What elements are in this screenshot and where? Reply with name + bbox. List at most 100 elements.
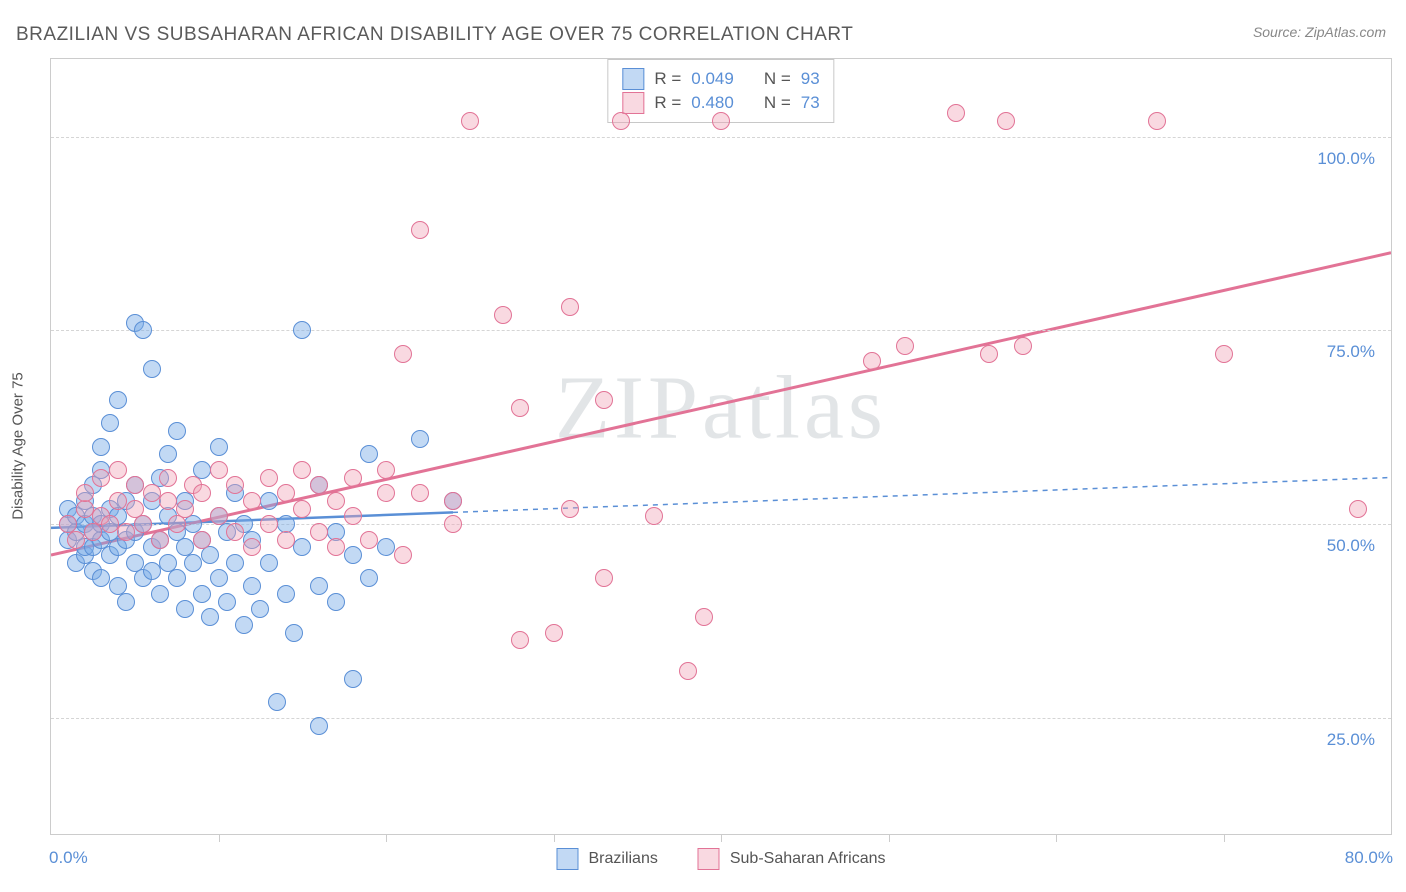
data-point bbox=[151, 585, 169, 603]
data-point bbox=[67, 531, 85, 549]
legend-series-label: Brazilians bbox=[588, 850, 657, 868]
data-point bbox=[126, 476, 144, 494]
data-point bbox=[695, 608, 713, 626]
data-point bbox=[645, 507, 663, 525]
data-point bbox=[143, 562, 161, 580]
x-tick-label: 80.0% bbox=[1345, 848, 1393, 868]
data-point bbox=[143, 484, 161, 502]
data-point bbox=[243, 492, 261, 510]
data-point bbox=[260, 492, 278, 510]
data-point bbox=[143, 360, 161, 378]
data-point bbox=[210, 461, 228, 479]
data-point bbox=[176, 600, 194, 618]
y-tick-label: 100.0% bbox=[1317, 149, 1375, 169]
n-value: 93 bbox=[801, 69, 820, 89]
data-point bbox=[344, 546, 362, 564]
legend-swatch bbox=[622, 68, 644, 90]
data-point bbox=[159, 445, 177, 463]
x-tick bbox=[219, 834, 220, 842]
data-point bbox=[310, 476, 328, 494]
gridline bbox=[51, 137, 1391, 138]
data-point bbox=[201, 608, 219, 626]
data-point bbox=[344, 469, 362, 487]
data-point bbox=[210, 569, 228, 587]
y-axis-label: Disability Age Over 75 bbox=[10, 372, 27, 520]
x-tick bbox=[1224, 834, 1225, 842]
x-tick bbox=[554, 834, 555, 842]
data-point bbox=[595, 391, 613, 409]
legend-series-item: Brazilians bbox=[556, 848, 657, 870]
gridline bbox=[51, 330, 1391, 331]
data-point bbox=[76, 500, 94, 518]
data-point bbox=[411, 430, 429, 448]
data-point bbox=[394, 546, 412, 564]
legend-stat-row: R =0.480N =73 bbox=[622, 92, 819, 114]
data-point bbox=[344, 507, 362, 525]
data-point bbox=[1014, 337, 1032, 355]
data-point bbox=[712, 112, 730, 130]
data-point bbox=[92, 569, 110, 587]
data-point bbox=[76, 484, 94, 502]
legend-swatch bbox=[556, 848, 578, 870]
legend-swatch bbox=[698, 848, 720, 870]
data-point bbox=[377, 461, 395, 479]
data-point bbox=[360, 569, 378, 587]
data-point bbox=[612, 112, 630, 130]
data-point bbox=[176, 500, 194, 518]
data-point bbox=[411, 221, 429, 239]
n-label: N = bbox=[764, 93, 791, 113]
data-point bbox=[494, 306, 512, 324]
data-point bbox=[679, 662, 697, 680]
data-point bbox=[235, 616, 253, 634]
data-point bbox=[251, 600, 269, 618]
data-point bbox=[310, 717, 328, 735]
data-point bbox=[310, 577, 328, 595]
chart-title: BRAZILIAN VS SUBSAHARAN AFRICAN DISABILI… bbox=[16, 24, 853, 46]
r-label: R = bbox=[654, 69, 681, 89]
y-tick-label: 25.0% bbox=[1327, 730, 1375, 750]
legend-series-label: Sub-Saharan Africans bbox=[730, 850, 886, 868]
x-tick bbox=[721, 834, 722, 842]
data-point bbox=[293, 461, 311, 479]
data-point bbox=[411, 484, 429, 502]
data-point bbox=[863, 352, 881, 370]
data-point bbox=[210, 438, 228, 456]
data-point bbox=[444, 492, 462, 510]
data-point bbox=[344, 670, 362, 688]
data-point bbox=[293, 538, 311, 556]
data-point bbox=[193, 585, 211, 603]
x-tick bbox=[889, 834, 890, 842]
data-point bbox=[1349, 500, 1367, 518]
data-point bbox=[134, 515, 152, 533]
r-value: 0.480 bbox=[691, 93, 734, 113]
data-point bbox=[277, 531, 295, 549]
data-point bbox=[109, 391, 127, 409]
data-point bbox=[168, 515, 186, 533]
data-point bbox=[327, 538, 345, 556]
y-tick-label: 75.0% bbox=[1327, 342, 1375, 362]
data-point bbox=[268, 693, 286, 711]
data-point bbox=[277, 585, 295, 603]
data-point bbox=[260, 469, 278, 487]
data-point bbox=[201, 546, 219, 564]
data-point bbox=[184, 554, 202, 572]
data-point bbox=[293, 321, 311, 339]
data-point bbox=[293, 500, 311, 518]
data-point bbox=[360, 531, 378, 549]
data-point bbox=[117, 593, 135, 611]
legend-series-item: Sub-Saharan Africans bbox=[698, 848, 886, 870]
data-point bbox=[377, 538, 395, 556]
data-point bbox=[101, 515, 119, 533]
x-tick bbox=[386, 834, 387, 842]
data-point bbox=[561, 298, 579, 316]
data-point bbox=[360, 445, 378, 463]
data-point bbox=[109, 492, 127, 510]
source-label: Source: ZipAtlas.com bbox=[1253, 24, 1386, 40]
data-point bbox=[285, 624, 303, 642]
data-point bbox=[595, 569, 613, 587]
data-point bbox=[92, 438, 110, 456]
data-point bbox=[260, 554, 278, 572]
trend-line-dash bbox=[453, 478, 1391, 513]
data-point bbox=[511, 631, 529, 649]
data-point bbox=[243, 577, 261, 595]
